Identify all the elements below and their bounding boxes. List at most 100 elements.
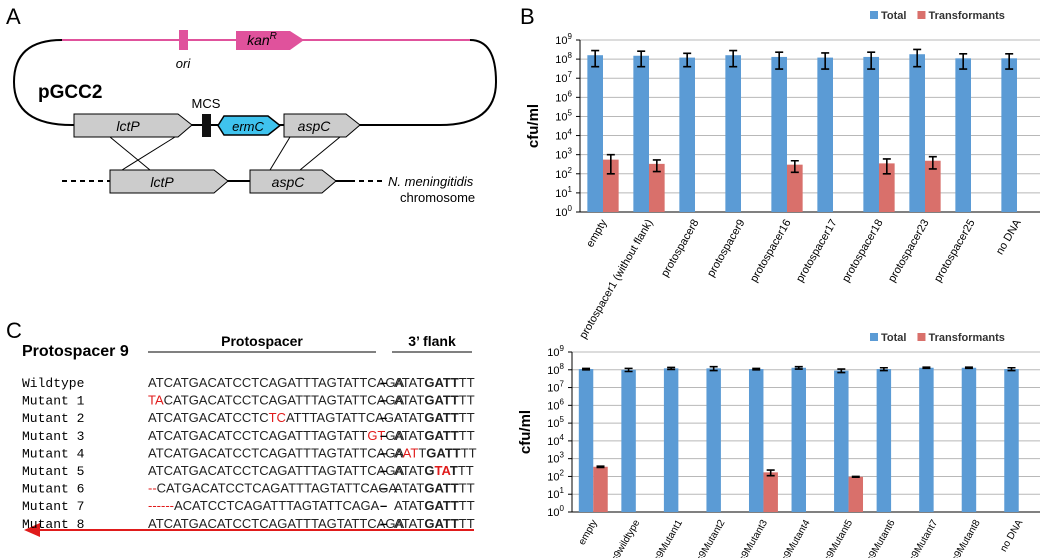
- y-tick-label: 107: [547, 380, 564, 395]
- bar: [679, 57, 695, 212]
- y-axis-label: cfu/ml: [525, 104, 542, 148]
- crossover: [269, 136, 291, 171]
- flank-sequence: ATATGATTTT: [394, 481, 475, 496]
- sequence-segment: ATCATGACATCCTCAGATTTAGTATTCAGA: [148, 516, 404, 531]
- spacer-sequence: ------ACATCCTCAGATTTAGTATTCAGA: [148, 498, 380, 513]
- bar: [593, 466, 608, 512]
- error-bar: [667, 366, 676, 371]
- error-bar: [867, 51, 876, 70]
- sequence-segment: ATTTAGTATTCAGA: [286, 410, 403, 425]
- sequence-segment: CATGACATCCTCAGATTTAGTATTCAGA: [164, 393, 405, 408]
- bar: [879, 163, 895, 212]
- legend-label: Total: [881, 10, 906, 22]
- sequence-segment: GATT: [424, 375, 458, 390]
- tick-exponent: 4: [568, 128, 573, 137]
- error-bar: [709, 365, 718, 372]
- error-bar: [606, 153, 615, 175]
- separator: –: [380, 410, 387, 425]
- error-bar: [683, 52, 692, 68]
- error-bar: [837, 368, 846, 374]
- chart: 100101102103104105106107108109cfu/mlempt…: [517, 332, 1040, 558]
- panel-label: A: [6, 4, 21, 29]
- x-tick-label: empty: [584, 217, 610, 249]
- kan-text: kan: [247, 32, 270, 48]
- error-bar: [882, 158, 891, 175]
- sequence-segment: T: [450, 463, 458, 478]
- plasmid-diagram: ori kanR pGCC2 lctP MCS ermC aspC lctP a…: [12, 30, 498, 205]
- bar: [725, 55, 741, 213]
- tick-base: 10: [555, 111, 567, 123]
- tick-exponent: 8: [568, 51, 573, 60]
- bar: [955, 58, 971, 212]
- sequence-segment: TT: [459, 516, 475, 531]
- mcs-label: MCS: [192, 96, 221, 111]
- arrow-head: [24, 523, 40, 537]
- x-tick-label: protospacer17: [794, 218, 840, 285]
- tick-base: 10: [547, 418, 559, 430]
- flank-sequence: AATTGATTTT: [394, 445, 477, 460]
- x-tick-label: protospacer18: [840, 218, 886, 285]
- sequence-panel: Protospacer 9 Protospacer 3’ flank Wildt…: [22, 333, 477, 537]
- tick-base: 10: [547, 383, 559, 395]
- x-tick-label: Ps9Mutant3: [734, 518, 770, 558]
- sequence-segment: GATT: [424, 428, 458, 443]
- tick-exponent: 6: [568, 89, 573, 98]
- x-tick-label: Ps9Mutant1: [649, 518, 685, 558]
- ermc-arrow: [217, 115, 282, 136]
- y-tick-label: 106: [547, 397, 564, 412]
- sequence-segment: ATAT: [394, 463, 424, 478]
- spacer-sequence: ATCATGACATCCTCTCATTTAGTATTCAGA: [148, 410, 403, 425]
- bar: [578, 369, 594, 512]
- spacer-sequence: ATCATGACATCCTCAGATTTAGTATTCAGA: [148, 463, 404, 478]
- y-tick-label: 109: [555, 32, 572, 47]
- column-header: 3’ flank: [408, 333, 456, 349]
- tick-base: 10: [547, 471, 559, 483]
- y-tick-label: 103: [555, 147, 572, 162]
- spacer-sequence: ATCATGACATCCTCAGATTTAGTATTCAGA: [148, 445, 404, 460]
- gene-arrow: [109, 169, 229, 194]
- tick-base: 10: [547, 365, 559, 377]
- bar: [621, 369, 636, 512]
- separator: –: [380, 428, 387, 443]
- sequence-segment: TC: [269, 410, 286, 425]
- tick-base: 10: [547, 347, 559, 359]
- row-name: Mutant 2: [22, 411, 84, 426]
- tick-exponent: 8: [560, 362, 565, 371]
- x-tick-label: Ps9Mutant7: [904, 518, 940, 558]
- tick-base: 10: [547, 400, 559, 412]
- y-tick-label: 108: [547, 362, 564, 377]
- sequence-segment: ------: [148, 498, 174, 513]
- sequence-segment: --: [148, 481, 157, 496]
- gene-label: lctP: [150, 174, 174, 190]
- x-tick-label: Ps9wildtype: [606, 518, 642, 558]
- row-name: Mutant 6: [22, 482, 84, 497]
- gene-arrow: [73, 113, 193, 138]
- panel-label: C: [6, 318, 22, 343]
- sequence-segment: T: [418, 445, 426, 460]
- y-tick-label: 101: [547, 486, 564, 501]
- sequence-segment: TT: [459, 375, 475, 390]
- error-bar: [1005, 52, 1014, 70]
- tick-exponent: 2: [560, 468, 565, 477]
- bar: [876, 369, 892, 512]
- sequence-segment: A: [394, 445, 403, 460]
- separator: –: [380, 516, 387, 531]
- tick-exponent: 6: [560, 397, 565, 406]
- row-name: Mutant 8: [22, 517, 84, 532]
- tick-base: 10: [555, 207, 567, 219]
- spacer-sequence: --CATGACATCCTCAGATTTAGTATTCAGA: [148, 481, 397, 496]
- tick-exponent: 1: [560, 486, 565, 495]
- x-tick-label: no DNA: [994, 217, 1024, 257]
- tick-exponent: 9: [560, 344, 565, 353]
- sequence-segment: TT: [459, 393, 475, 408]
- tick-base: 10: [547, 436, 559, 448]
- ori-box: [179, 30, 188, 50]
- tick-exponent: 0: [560, 504, 565, 513]
- x-tick-label: Ps9Mutant2: [691, 518, 727, 558]
- error-bar: [928, 155, 937, 170]
- y-tick-label: 102: [555, 166, 572, 181]
- y-tick-label: 101: [555, 185, 572, 200]
- separator: –: [380, 393, 387, 408]
- bar: [787, 164, 803, 212]
- tick-exponent: 4: [560, 433, 565, 442]
